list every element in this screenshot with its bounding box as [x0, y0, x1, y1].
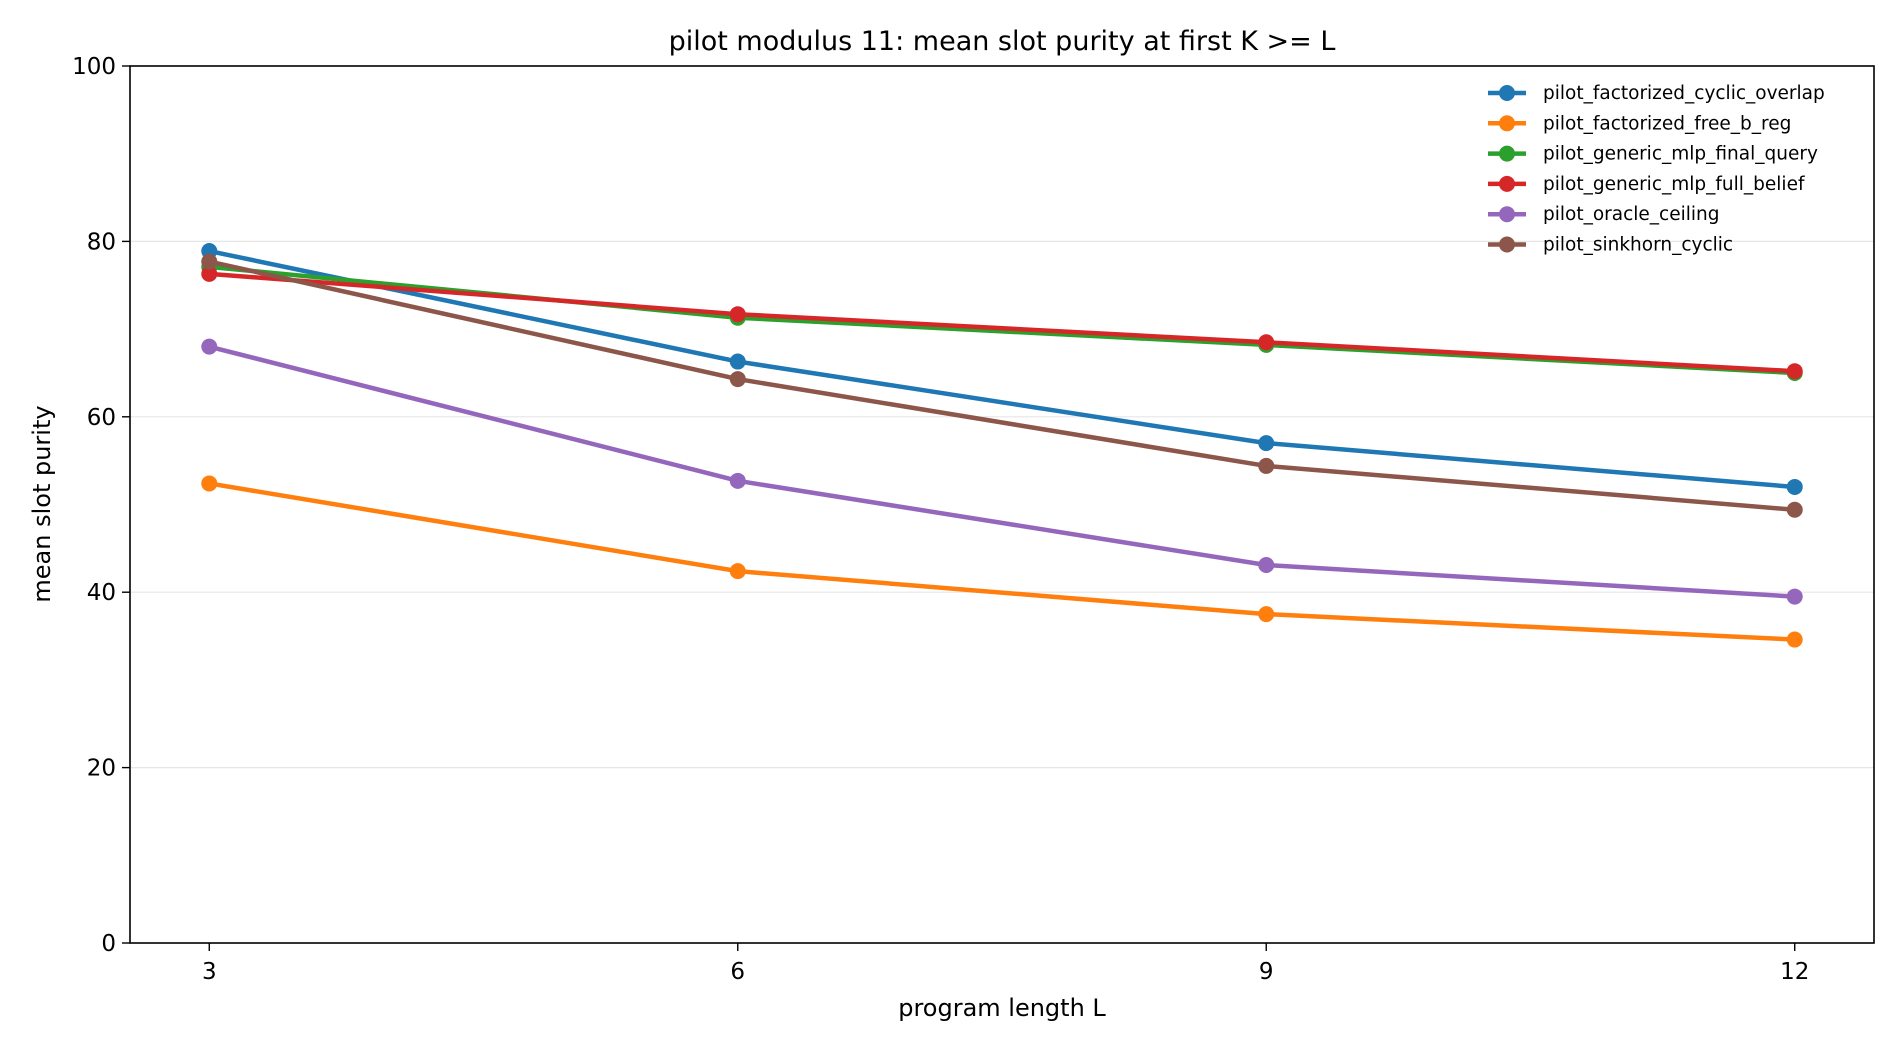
data-point: [729, 371, 746, 388]
data-point: [729, 306, 746, 323]
data-point: [201, 475, 218, 492]
plot-frame: [129, 65, 1875, 944]
axis-layer: 0 20 40 60 80 100 3 6 9 12: [72, 54, 1809, 985]
data-point: [1786, 501, 1803, 518]
series-pilot_oracle_ceiling: [201, 338, 1803, 605]
y-tick-label: 60: [87, 405, 116, 431]
data-point: [1786, 363, 1803, 380]
x-tick-label: 12: [1780, 959, 1809, 985]
series-line: [207, 344, 1797, 599]
legend-swatch-marker: [1499, 115, 1515, 132]
data-point: [201, 253, 218, 270]
y-axis-label: mean slot purity: [28, 405, 56, 602]
legend-swatch-marker: [1499, 206, 1515, 223]
chart-title: pilot modulus 11: mean slot purity at fi…: [669, 26, 1336, 57]
y-tick-label: 100: [72, 54, 116, 80]
data-point: [729, 353, 746, 370]
x-tick-label: 3: [202, 959, 217, 985]
data-point: [1786, 478, 1803, 495]
data-point: [201, 265, 218, 282]
data-point: [1258, 457, 1275, 474]
legend-label: pilot_sinkhorn_cyclic: [1543, 235, 1733, 256]
legend-item: pilot_sinkhorn_cyclic: [1488, 235, 1733, 256]
legend-label: pilot_oracle_ceiling: [1543, 204, 1720, 225]
legend-item: pilot_generic_mlp_final_query: [1488, 144, 1818, 165]
legend-swatch-marker: [1499, 85, 1515, 101]
legend-swatch-marker: [1499, 175, 1515, 192]
series-pilot_factorized_cyclic_overlap: [201, 243, 1803, 495]
series-line: [207, 271, 1797, 374]
x-tick-label: 9: [1259, 959, 1274, 985]
series-pilot_factorized_free_b_reg: [201, 475, 1803, 648]
legend-swatch-marker: [1499, 145, 1515, 162]
data-point: [1258, 435, 1275, 452]
y-tick-label: 20: [87, 756, 116, 782]
series-pilot_sinkhorn_cyclic: [201, 253, 1803, 518]
legend-label: pilot_factorized_cyclic_overlap: [1543, 83, 1825, 104]
legend-item: pilot_factorized_cyclic_overlap: [1488, 83, 1825, 104]
y-tick-label: 0: [101, 931, 116, 957]
x-tick-label: 6: [730, 959, 745, 985]
legend-item: pilot_oracle_ceiling: [1488, 204, 1720, 225]
legend-item: pilot_generic_mlp_full_belief: [1488, 174, 1805, 195]
data-point: [1786, 631, 1803, 648]
legend-label: pilot_generic_mlp_full_belief: [1543, 174, 1805, 195]
series-line: [207, 259, 1797, 513]
data-point: [201, 338, 218, 355]
series-pilot_generic_mlp_full_belief: [201, 265, 1803, 380]
series-line: [207, 481, 1797, 642]
data-point: [1258, 606, 1275, 623]
data-point: [1258, 334, 1275, 351]
data-point: [1258, 557, 1275, 574]
x-axis-label: program length L: [898, 994, 1106, 1022]
legend-swatch-marker: [1499, 236, 1515, 253]
data-point: [729, 472, 746, 489]
legend-label: pilot_generic_mlp_final_query: [1543, 144, 1818, 165]
data-point: [1786, 588, 1803, 605]
legend: pilot_factorized_cyclic_overlap pilot_fac…: [1488, 83, 1825, 256]
data-point: [729, 563, 746, 580]
legend-label: pilot_factorized_free_b_reg: [1543, 113, 1791, 134]
series-layer: [201, 243, 1803, 648]
y-tick-label: 80: [87, 229, 116, 255]
y-tick-label: 40: [87, 580, 116, 606]
legend-item: pilot_factorized_free_b_reg: [1488, 113, 1791, 134]
series-line: [207, 248, 1797, 490]
